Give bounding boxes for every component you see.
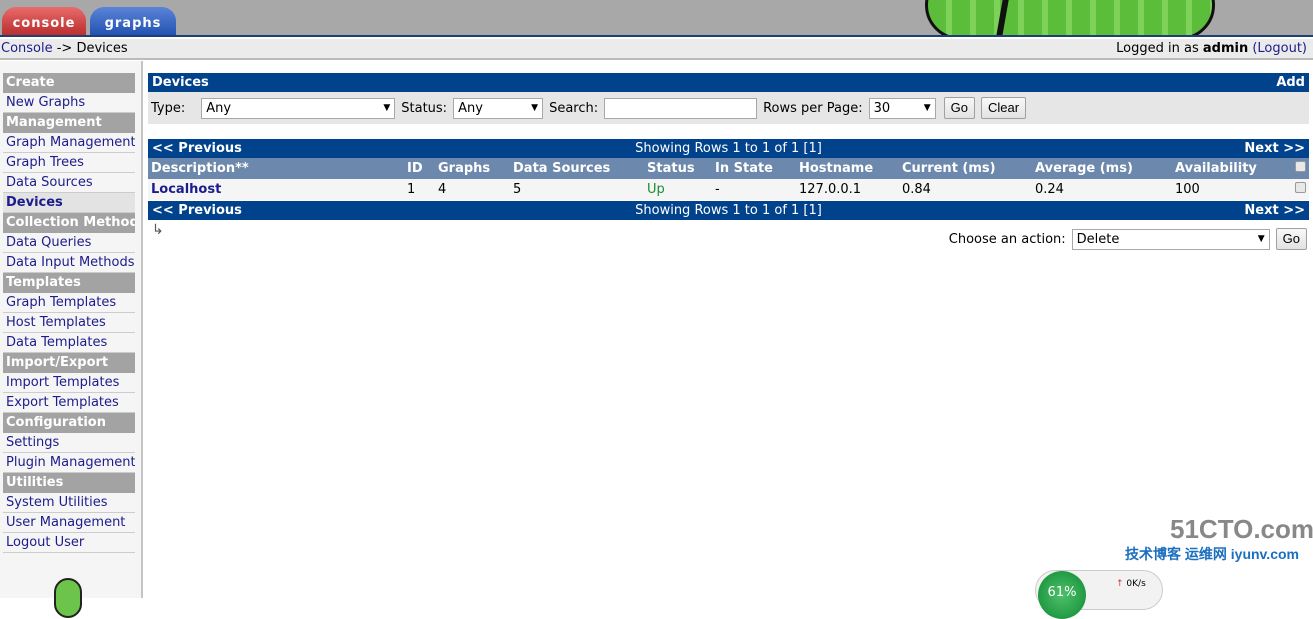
type-label: Type: — [151, 100, 186, 116]
cell-current-ms: 0.84 — [899, 179, 1032, 200]
column-header-description[interactable]: Description** — [148, 158, 404, 179]
network-monitor-widget: 61% ↑ 0K/s — [1035, 570, 1163, 619]
sidebar-header-create: Create — [3, 73, 135, 93]
action-go-button[interactable]: Go — [1275, 228, 1307, 250]
breadcrumb-current: Devices — [76, 41, 128, 56]
previous-link[interactable]: << Previous — [152, 141, 242, 156]
cell-id: 1 — [404, 179, 435, 200]
sidebar-header-utilities: Utilities — [3, 473, 135, 493]
sidebar-item-graph-templates[interactable]: Graph Templates — [3, 293, 135, 313]
column-header-average-ms[interactable]: Average (ms) — [1032, 158, 1172, 179]
cell-average-ms: 0.24 — [1032, 179, 1172, 200]
breadcrumb: Console -> Devices Logged in as admin (L… — [0, 39, 1313, 60]
main-content: Devices Add Type: Any Status: Any Search… — [148, 73, 1309, 254]
column-header-status[interactable]: Status — [644, 158, 712, 179]
sidebar-header-management: Management — [3, 113, 135, 133]
devices-title: Devices — [152, 75, 209, 90]
sidebar-item-graph-management[interactable]: Graph Management — [3, 133, 135, 153]
devices-table: Description** ID Graphs Data Sources Status I… — [148, 158, 1309, 200]
column-header-availability[interactable]: Availability — [1172, 158, 1284, 179]
watermark-logo-2: 技术博客 运维网 iyunv.com — [1125, 546, 1299, 562]
type-select[interactable]: Any — [201, 97, 396, 119]
sidebar-item-import-templates[interactable]: Import Templates — [3, 373, 135, 393]
upload-speed-value: 0K/s — [1126, 579, 1146, 589]
devices-header: Devices Add — [148, 73, 1309, 92]
status-label: Status: — [401, 100, 448, 116]
rows-showing: Showing Rows 1 to 1 of 1 [1] — [635, 141, 822, 156]
column-header-in-state[interactable]: In State — [712, 158, 796, 179]
previous-link[interactable]: << Previous — [152, 203, 242, 218]
select-all-cell — [1284, 158, 1309, 179]
login-status: Logged in as admin (Logout) — [1116, 39, 1307, 59]
sidebar-item-user-management[interactable]: User Management — [3, 513, 135, 533]
sidebar-item-logout-user[interactable]: Logout User — [3, 533, 135, 553]
sidebar-item-system-utilities[interactable]: System Utilities — [3, 493, 135, 513]
rows-per-page-select[interactable]: 30 — [868, 97, 936, 119]
sidebar-item-host-templates[interactable]: Host Templates — [3, 313, 135, 333]
sidebar: Create New Graphs Management Graph Manageme… — [0, 61, 143, 598]
action-select[interactable]: Delete — [1071, 228, 1270, 250]
breadcrumb-separator: -> — [52, 41, 77, 56]
cell-status: Up — [644, 179, 712, 200]
login-user: admin — [1202, 41, 1249, 56]
status-select[interactable]: Any — [453, 97, 544, 119]
table-row[interactable]: Localhost 1 4 5 Up -127.0.0.1 0.84 0.24 100 — [148, 179, 1309, 200]
sidebar-item-settings[interactable]: Settings — [3, 433, 135, 453]
breadcrumb-console-link[interactable]: Console — [1, 41, 53, 56]
sidebar-item-graph-trees[interactable]: Graph Trees — [3, 153, 135, 173]
search-input[interactable] — [604, 97, 758, 119]
sidebar-item-plugin-management[interactable]: Plugin Management — [3, 453, 135, 473]
column-header-graphs[interactable]: Graphs — [435, 158, 510, 179]
cell-data-sources: 5 — [510, 179, 644, 200]
next-link[interactable]: Next >> — [1244, 203, 1305, 218]
pagination-bottom: << Previous Showing Rows 1 to 1 of 1 [1]… — [148, 201, 1309, 220]
sidebar-item-data-templates[interactable]: Data Templates — [3, 333, 135, 353]
cell-availability: 100 — [1172, 179, 1284, 200]
sidebar-item-data-input-methods[interactable]: Data Input Methods — [3, 253, 135, 273]
upload-arrow-icon: ↑ — [1116, 579, 1124, 589]
login-prefix: Logged in as — [1116, 41, 1203, 56]
sidebar-header-configuration: Configuration — [3, 413, 135, 433]
watermark-logo: 51CTO.com — [1170, 514, 1313, 544]
cactus-logo — [925, 0, 1215, 35]
logout-link[interactable]: (Logout) — [1252, 41, 1307, 56]
choose-action-label: Choose an action: — [948, 231, 1066, 247]
select-all-checkbox[interactable] — [1295, 161, 1306, 172]
rows-showing: Showing Rows 1 to 1 of 1 [1] — [635, 203, 822, 218]
sidebar-header-import-export: Import/Export — [3, 353, 135, 373]
sidebar-item-new-graphs[interactable]: New Graphs — [3, 93, 135, 113]
filter-go-button[interactable]: Go — [943, 97, 975, 119]
sidebar-header-collection-methods: Collection Methods — [3, 213, 135, 233]
cpu-percent-gauge: 61% — [1038, 571, 1086, 619]
filter-bar: Type: Any Status: Any Search: Rows per P… — [148, 92, 1309, 124]
cell-in-state: - — [712, 179, 796, 200]
column-header-id[interactable]: ID — [404, 158, 435, 179]
sidebar-item-data-sources[interactable]: Data Sources — [3, 173, 135, 193]
cell-hostname: 127.0.0.1 — [796, 179, 899, 200]
search-label: Search: — [549, 100, 599, 116]
cell-description[interactable]: Localhost — [148, 179, 404, 200]
add-device-link[interactable]: Add — [1276, 75, 1305, 90]
row-select-cell — [1284, 179, 1309, 200]
pagination-top: << Previous Showing Rows 1 to 1 of 1 [1]… — [148, 139, 1309, 158]
column-header-hostname[interactable]: Hostname — [796, 158, 899, 179]
column-header-data-sources[interactable]: Data Sources — [510, 158, 644, 179]
upload-speed: ↑ 0K/s — [1116, 579, 1146, 589]
tab-console[interactable]: console — [2, 7, 86, 35]
cactus-mascot-icon — [54, 578, 82, 618]
clear-button[interactable]: Clear — [980, 97, 1027, 119]
cell-graphs: 4 — [435, 179, 510, 200]
rows-per-page-label: Rows per Page: — [763, 100, 863, 116]
sidebar-item-devices[interactable]: Devices — [3, 193, 135, 213]
sidebar-item-data-queries[interactable]: Data Queries — [3, 233, 135, 253]
arrow-down-right-icon: ↳ — [152, 222, 164, 238]
sidebar-item-export-templates[interactable]: Export Templates — [3, 393, 135, 413]
row-checkbox[interactable] — [1295, 182, 1306, 193]
tab-graphs[interactable]: graphs — [90, 7, 176, 35]
sidebar-header-templates: Templates — [3, 273, 135, 293]
column-header-current-ms[interactable]: Current (ms) — [899, 158, 1032, 179]
next-link[interactable]: Next >> — [1244, 141, 1305, 156]
top-banner: console graphs — [0, 0, 1313, 37]
